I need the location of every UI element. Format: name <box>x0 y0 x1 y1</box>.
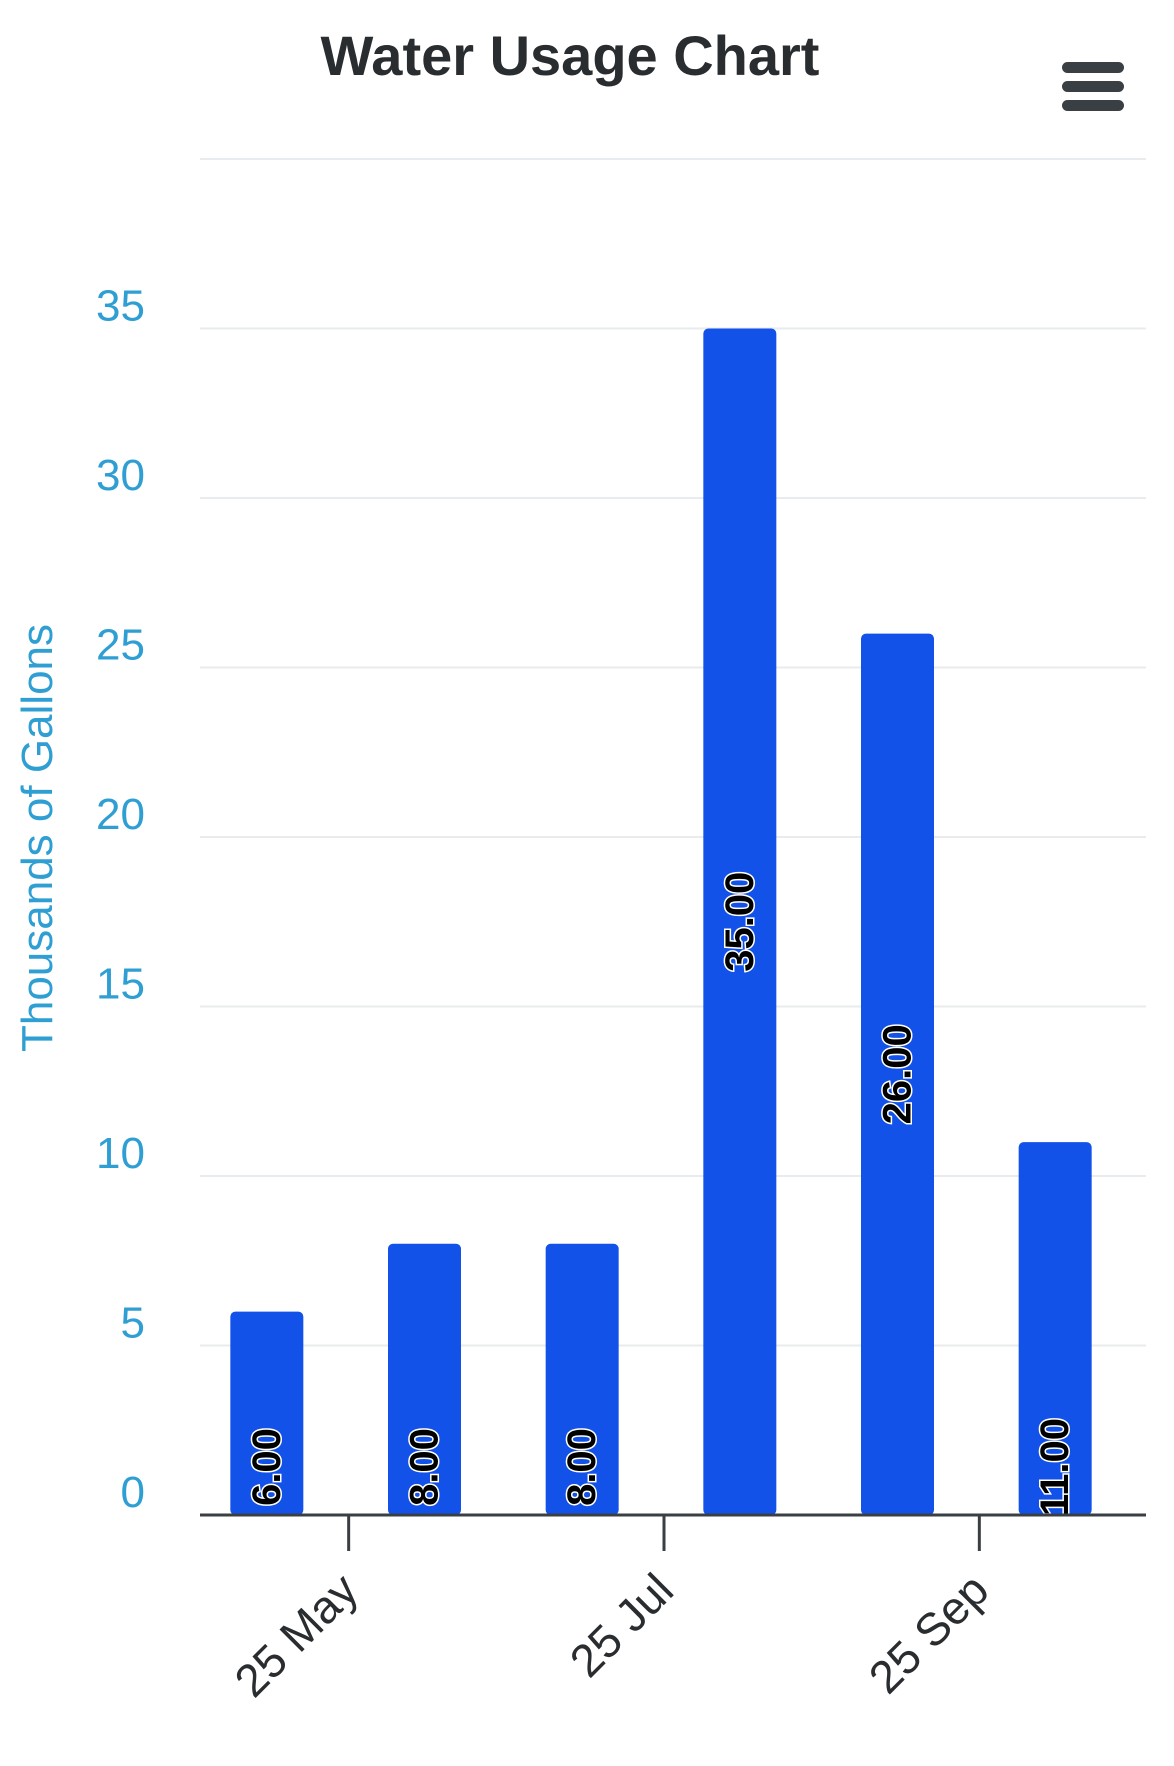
bar-value-label: 35.00 <box>718 872 762 972</box>
gridlines <box>200 158 1146 1347</box>
bar <box>703 328 777 1515</box>
y-tick-label: 20 <box>96 790 145 839</box>
y-tick-label: 0 <box>121 1468 145 1517</box>
y-tick-label: 25 <box>96 621 145 670</box>
y-tick-label: 15 <box>96 960 145 1009</box>
y-tick-label: 5 <box>121 1299 145 1348</box>
y-axis-label: Thousands of Gallons <box>13 624 62 1052</box>
y-tick-label: 30 <box>96 451 145 500</box>
y-tick-label: 35 <box>96 282 145 331</box>
bar <box>388 1243 461 1515</box>
x-tick-label: 25 Jul <box>560 1563 684 1687</box>
bars: 6.00 8.00 8.00 35.00 26.00 11.00 <box>230 328 1092 1517</box>
bar-value-label: 8.00 <box>560 1428 604 1506</box>
bar <box>545 1243 619 1515</box>
x-axis-ticks: 25 May 25 Jul 25 Sep <box>224 1515 998 1707</box>
bar-value-label: 8.00 <box>403 1428 447 1506</box>
bar <box>230 1311 304 1515</box>
chart-title: Water Usage Chart <box>321 24 820 87</box>
x-tick-label: 25 Sep <box>859 1563 999 1703</box>
bar <box>1018 1142 1092 1515</box>
y-tick-label: 10 <box>96 1129 145 1178</box>
chart-menu-button[interactable] <box>1060 58 1126 116</box>
y-axis-ticks: 0 5 10 15 20 25 30 35 <box>96 282 145 1518</box>
bar-value-label: 26.00 <box>876 1024 920 1124</box>
bar-value-label: 11.00 <box>1033 1418 1077 1516</box>
bar-value-label: 6.00 <box>245 1428 289 1506</box>
bar <box>861 633 934 1515</box>
x-tick-label: 25 May <box>224 1563 367 1706</box>
